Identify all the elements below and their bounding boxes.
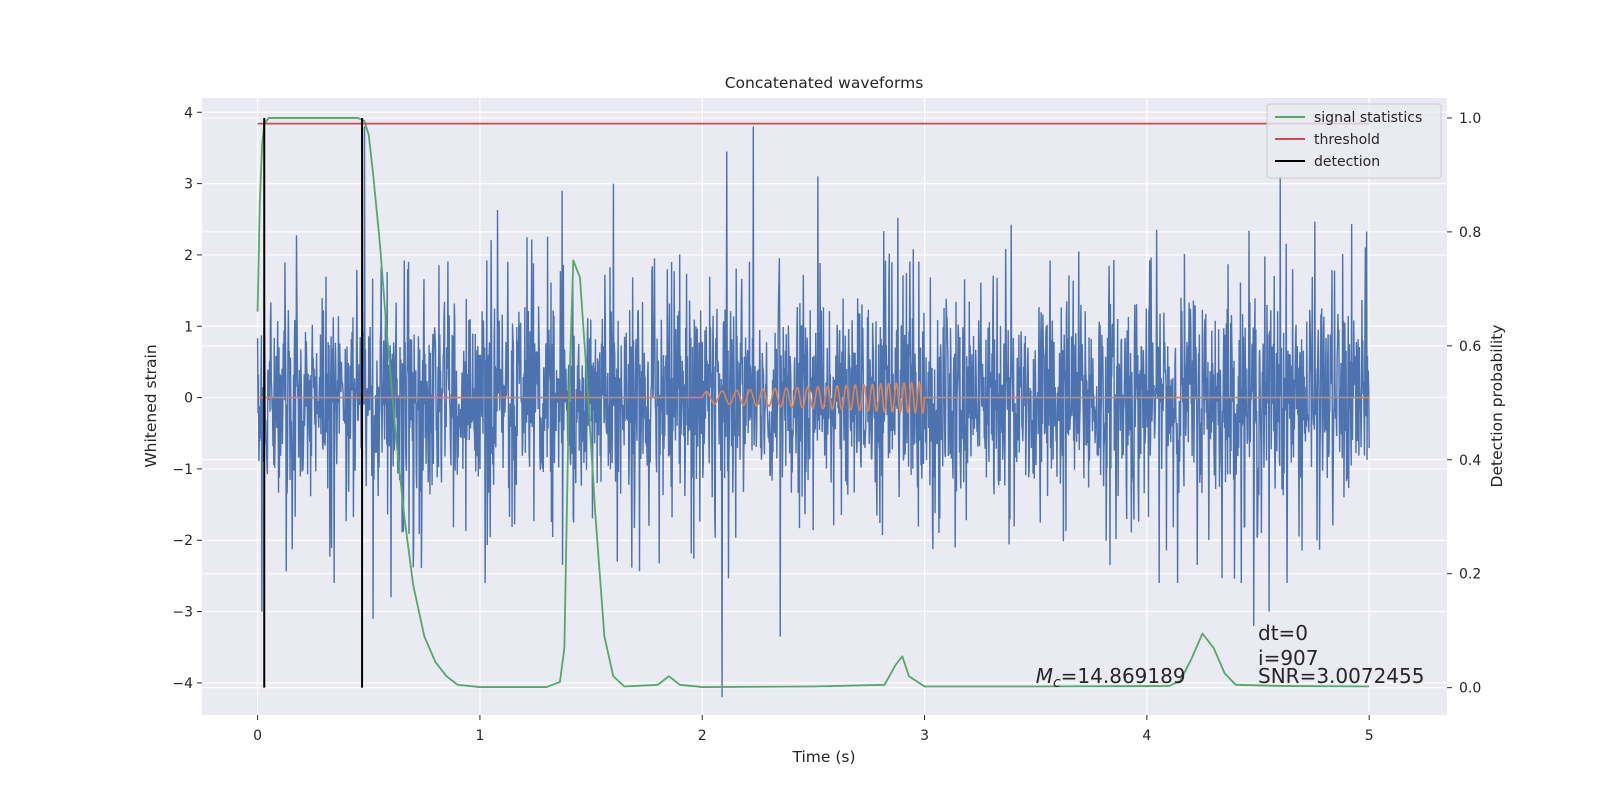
legend: signal statistics threshold detection	[1266, 103, 1442, 179]
legend-label: detection	[1314, 154, 1380, 170]
y2-tick-label: 0.6	[1459, 339, 1481, 355]
annotation-text: Mc=14.869189	[1036, 664, 1186, 691]
whitened-strain-series	[256, 126, 1370, 698]
annotation-text: i=907	[1258, 646, 1319, 670]
x-tick-label: 4	[1142, 728, 1151, 744]
y-tick-label: 3	[184, 177, 193, 193]
x-axis-ticks: 0 1 2 3 4 5	[253, 715, 1374, 744]
y2-axis-label: Detection probability	[1488, 325, 1506, 488]
x-tick-label: 1	[475, 728, 484, 744]
y-tick-label: −4	[172, 676, 193, 692]
y2-tick-label: 1.0	[1459, 111, 1481, 127]
injected-waveform-series	[257, 380, 1370, 415]
y2-tick-label: 0.4	[1459, 453, 1481, 469]
x-tick-label: 0	[253, 728, 262, 744]
x-axis-label: Time (s)	[791, 748, 855, 766]
y2-tick-label: 0.0	[1459, 681, 1481, 697]
y-tick-label: 2	[184, 248, 193, 264]
x-tick-label: 3	[920, 728, 929, 744]
y-tick-label: −1	[172, 462, 193, 478]
legend-label: signal statistics	[1314, 110, 1422, 126]
y-tick-label: 4	[184, 105, 193, 121]
y-tick-label: 0	[184, 391, 193, 407]
chart-title: Concatenated waveforms	[725, 74, 924, 92]
y-tick-label: −3	[172, 605, 193, 621]
y-tick-label: −2	[172, 533, 193, 549]
noise-layer	[256, 126, 1370, 698]
y2-axis-ticks: 0.0 0.2 0.4 0.6 0.8 1.0	[1447, 111, 1481, 697]
statistics-layer	[256, 117, 1370, 688]
x-tick-label: 2	[698, 728, 707, 744]
y2-tick-label: 0.8	[1459, 225, 1481, 241]
y-tick-label: 1	[184, 319, 193, 335]
y-axis-ticks: −4 −3 −2 −1 0 1 2 3 4	[172, 105, 202, 692]
legend-box	[1266, 103, 1442, 179]
annotation-text: dt=0	[1258, 621, 1308, 645]
signal-statistics-series	[256, 117, 1370, 688]
legend-label: threshold	[1314, 132, 1380, 148]
x-tick-label: 5	[1365, 728, 1374, 744]
y-axis-label: Whitened strain	[142, 344, 160, 467]
y2-tick-label: 0.2	[1459, 567, 1481, 583]
annotation-text: SNR=3.0072455	[1258, 664, 1424, 688]
